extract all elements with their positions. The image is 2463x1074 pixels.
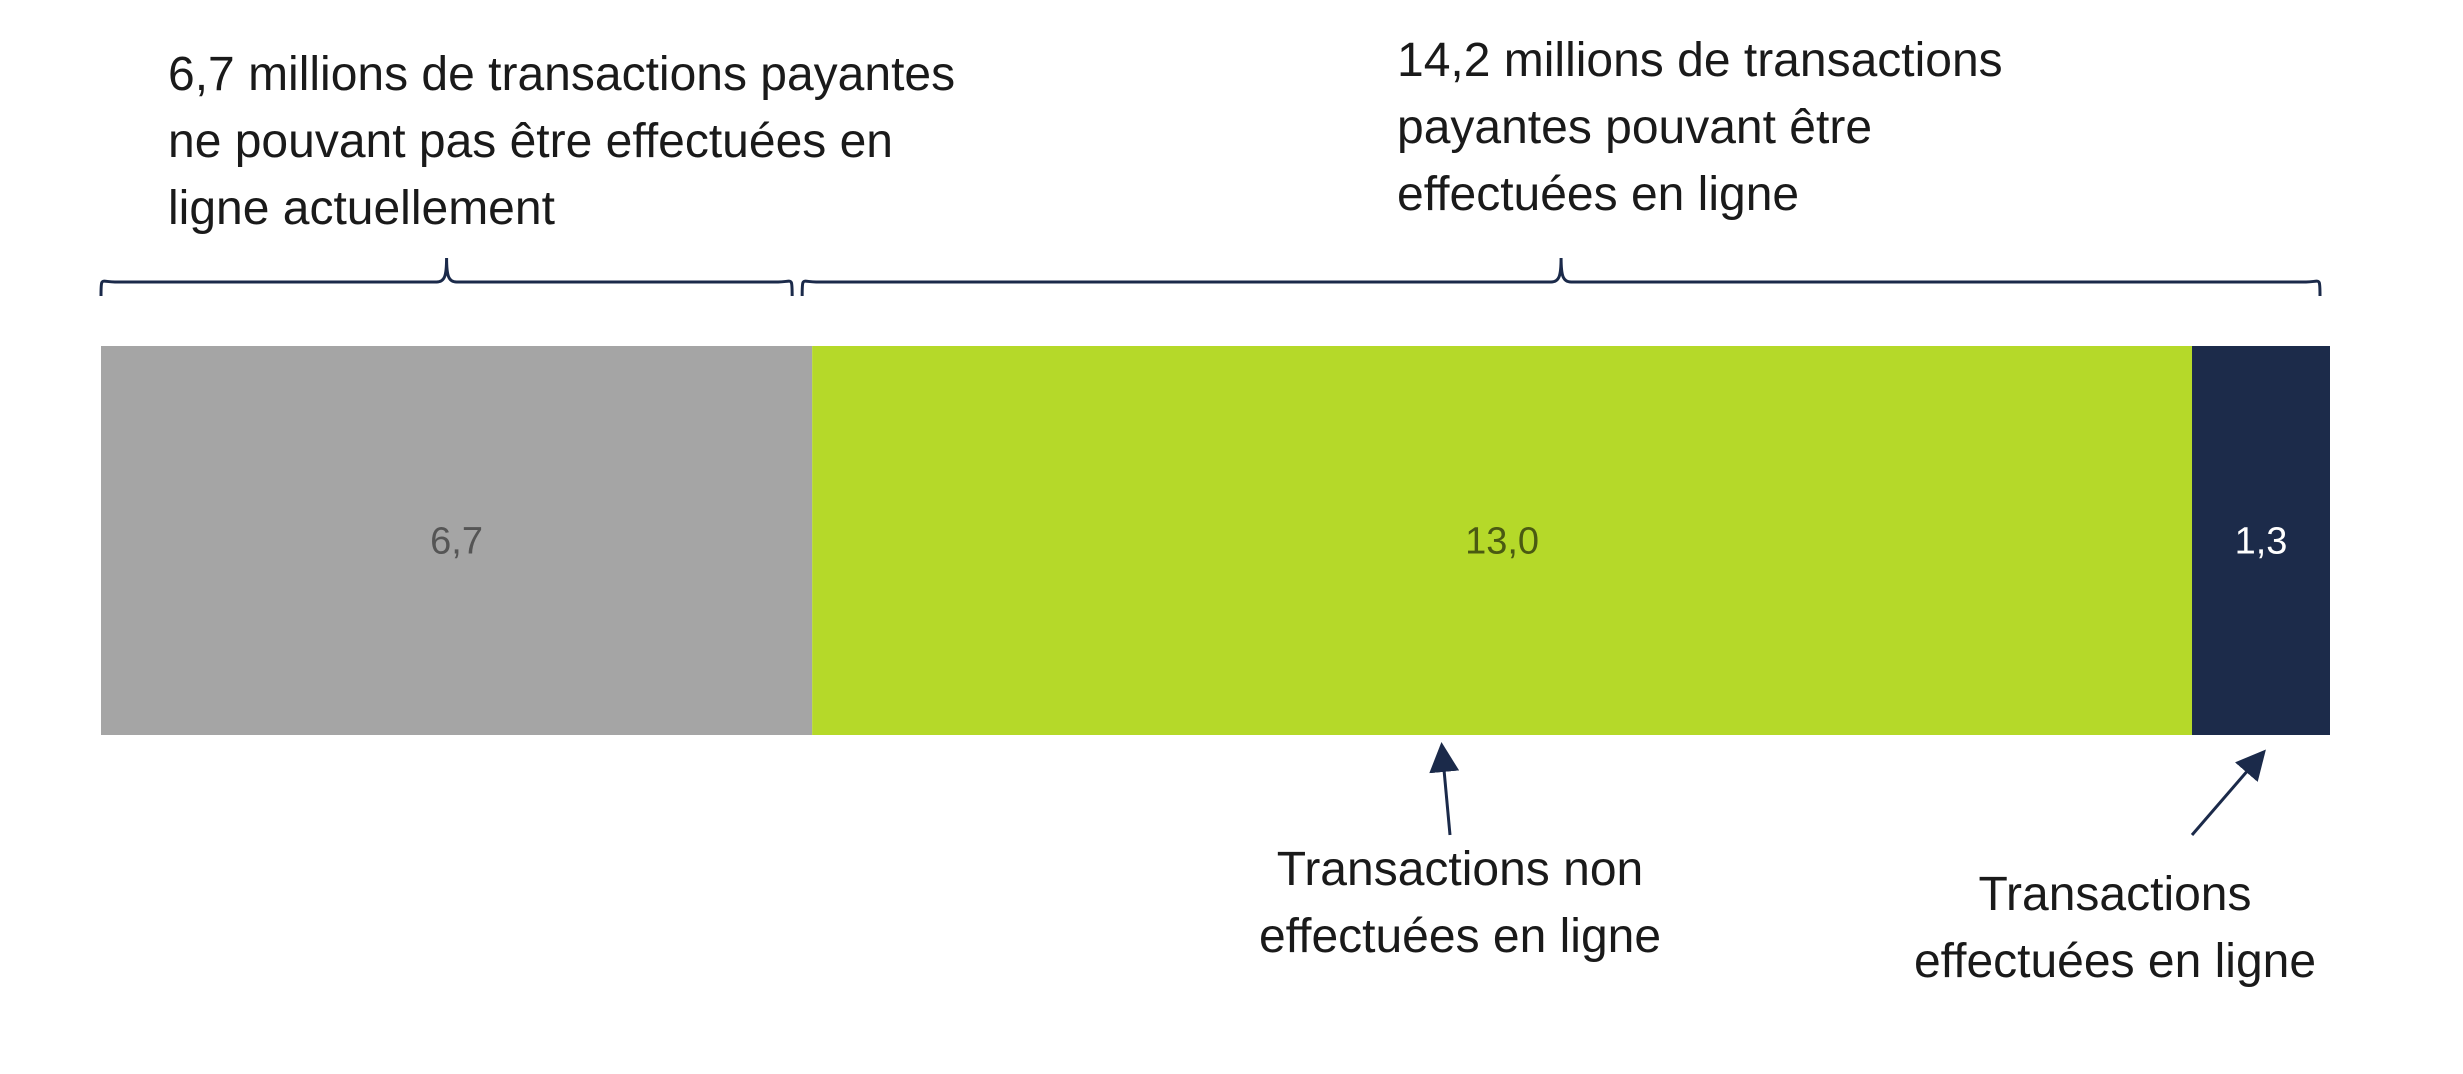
arrow-annotation-1-line-0: Transactions (1979, 868, 2252, 921)
bracket-annotation-0-line-1: ne pouvant pas être effectuées en (168, 115, 893, 168)
bar-value-label-2: 1,3 (2235, 521, 2288, 563)
bracket-annotation-0-line-2: ligne actuellement (168, 182, 555, 235)
bracket-annotation-1-line-1: payantes pouvant être (1397, 101, 1872, 154)
arrow-annotation-1-line-1: effectuées en ligne (1914, 935, 2316, 988)
bracket-annotation-0-line-0: 6,7 millions de transactions payantes (168, 48, 955, 101)
arrow-annotation-0-line-0: Transactions non (1277, 843, 1643, 896)
bar-value-label-0: 6,7 (430, 521, 483, 563)
bar-value-label-1: 13,0 (1465, 521, 1539, 563)
bracket-annotation-1-line-0: 14,2 millions de transactions (1397, 34, 2003, 87)
brackets-layer: 6,7 millions de transactions payantes ne … (99, 34, 2322, 297)
arrows-layer: Transactions non effectuées en ligne Trans… (1259, 742, 2316, 988)
bar-segment-1 (812, 346, 2193, 735)
bracket-0 (99, 257, 794, 297)
arrow-0 (1429, 742, 1460, 836)
bars-layer: 6,7 13,0 1,3 (101, 346, 2330, 735)
bracket-1 (800, 257, 2322, 297)
arrow-1 (2190, 749, 2266, 836)
bar-segment-2 (2192, 346, 2330, 735)
arrow-annotation-0-line-1: effectuées en ligne (1259, 910, 1661, 963)
bar-segment-0 (101, 346, 813, 735)
bracket-annotation-1-line-2: effectuées en ligne (1397, 168, 1799, 221)
